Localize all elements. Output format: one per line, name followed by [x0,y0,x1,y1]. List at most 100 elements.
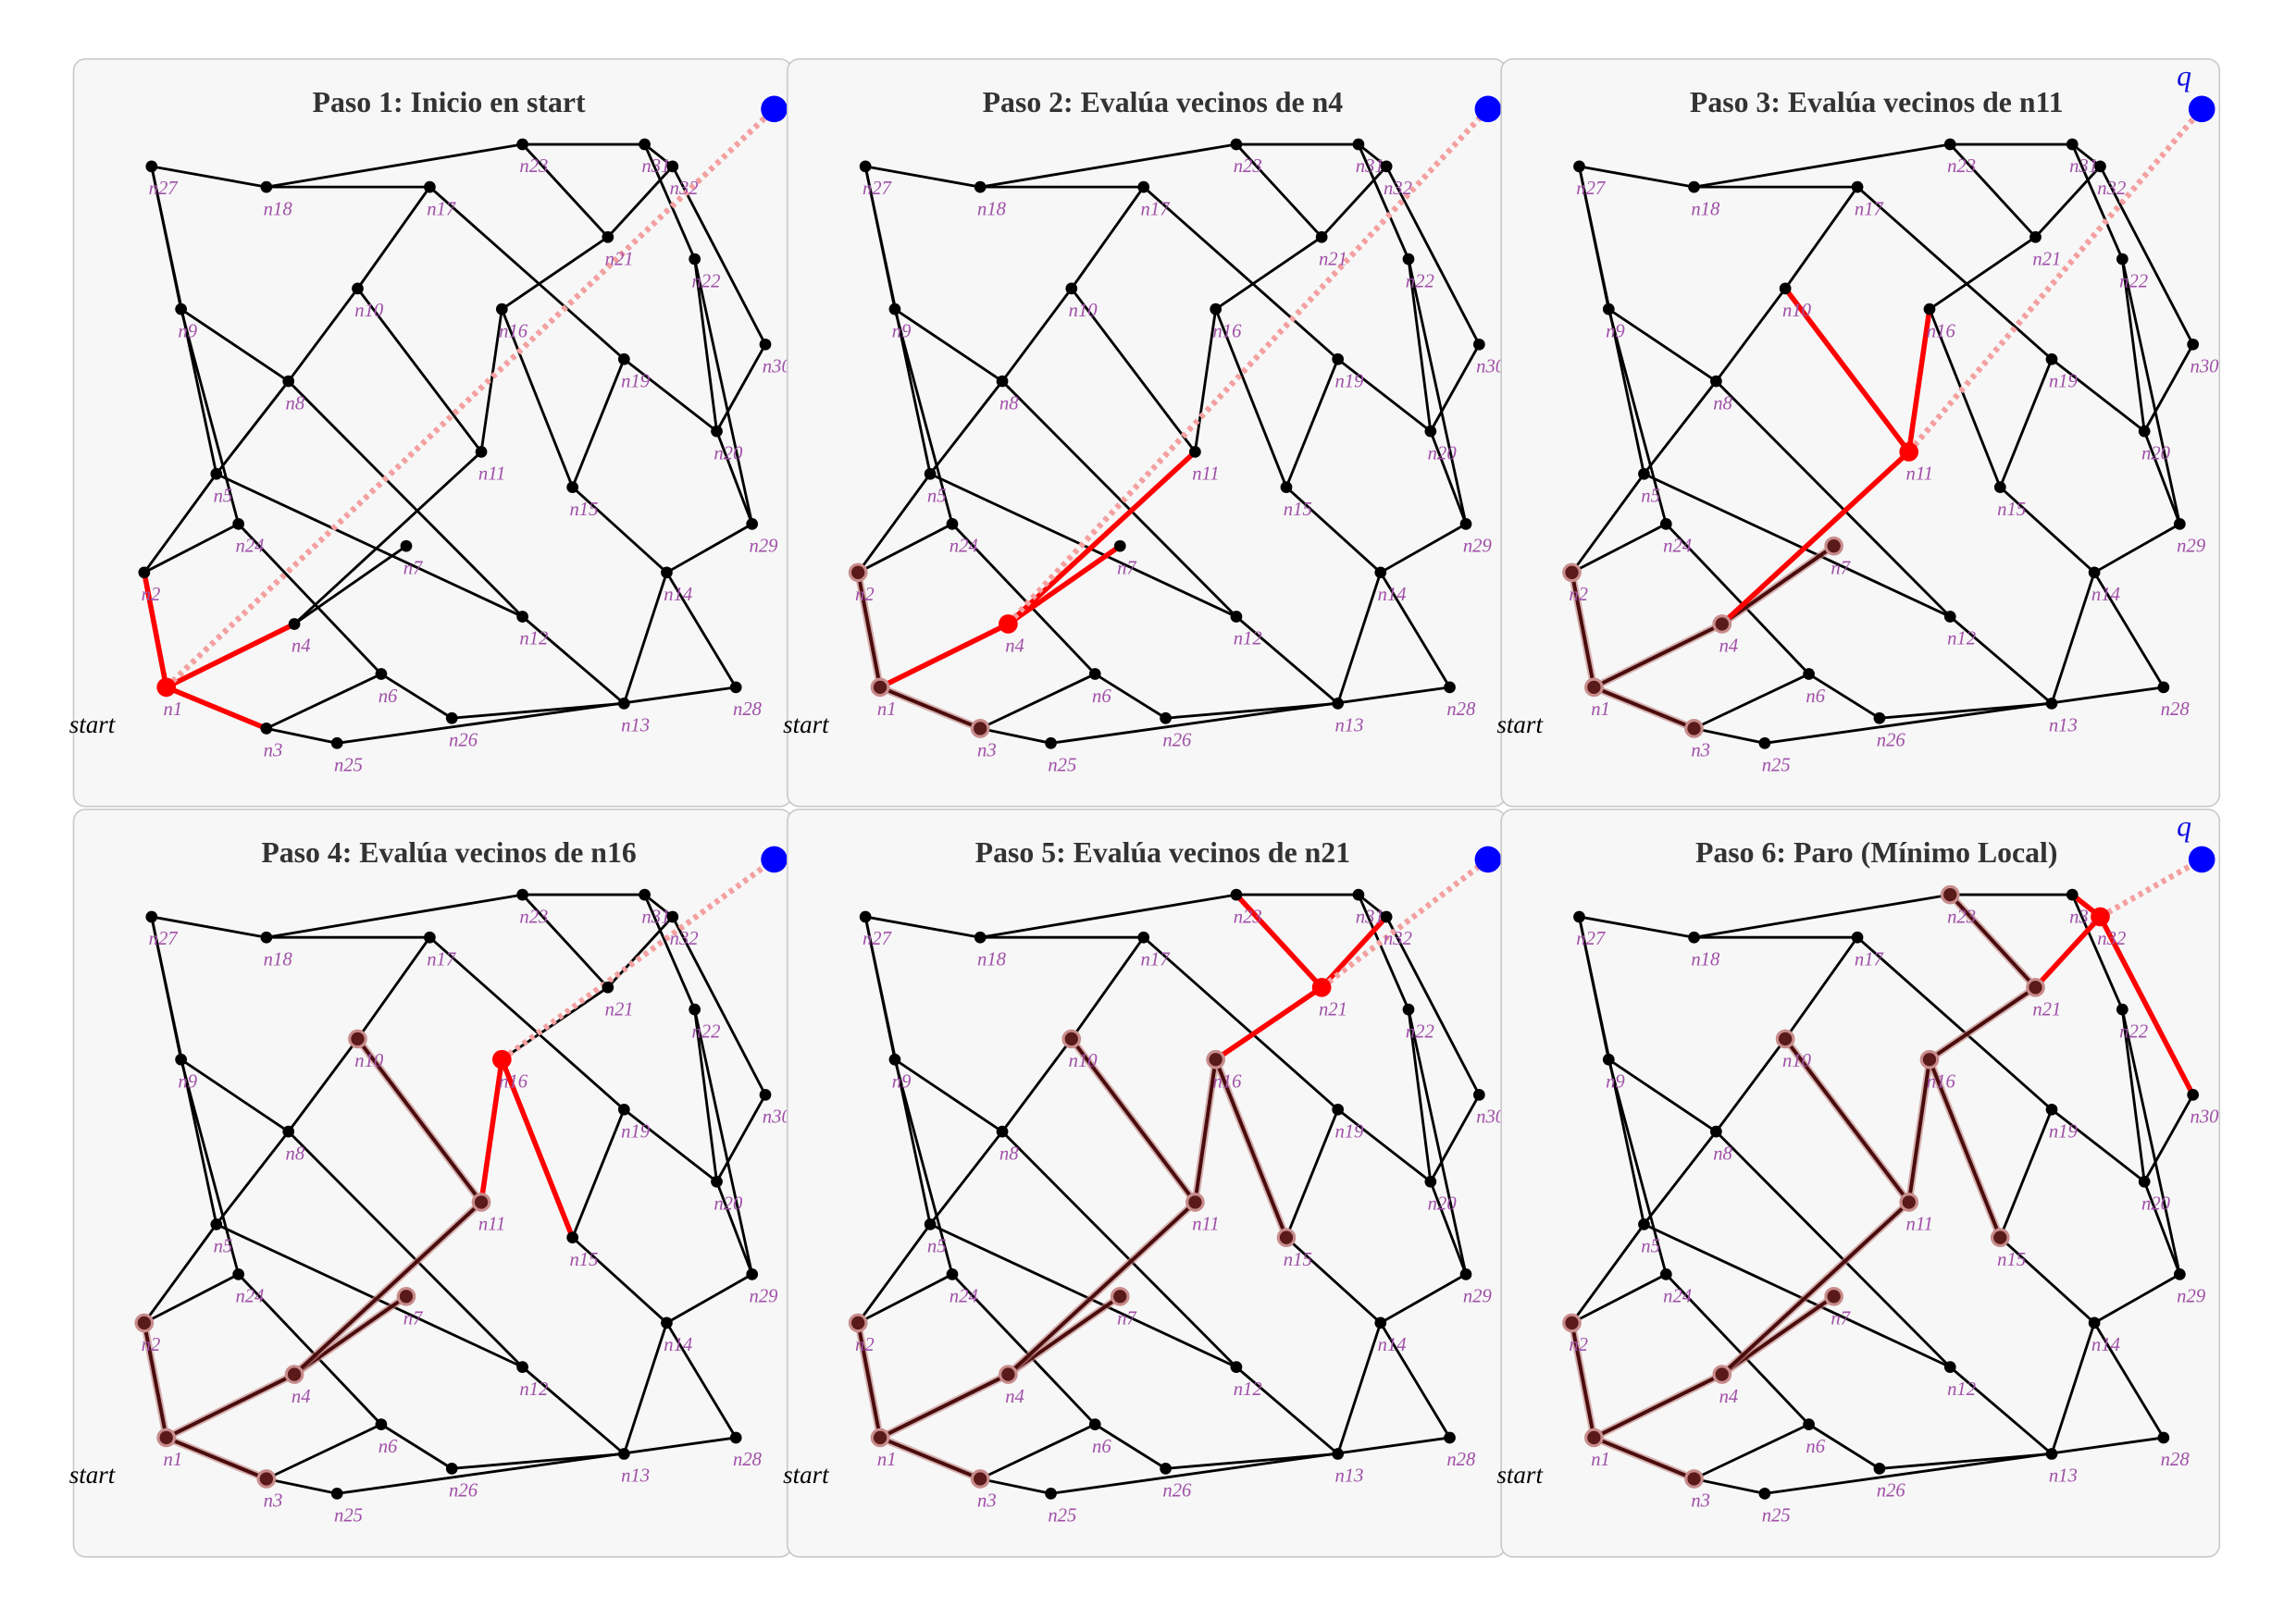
edge [1165,1452,1338,1470]
active-edge [1006,543,1122,626]
edge [1094,673,1167,720]
node [2138,1175,2151,1188]
visited-node [1684,719,1704,738]
edge [1285,1236,1382,1324]
edge [293,545,407,625]
node [232,1268,245,1280]
node-label: n32 [670,929,699,949]
edge [356,936,431,1040]
edge [1336,358,1432,433]
active-edge [2033,915,2103,990]
node-label: n22 [2119,271,2148,291]
node [2157,681,2170,694]
edge [857,523,953,575]
node-label: n26 [1877,1481,1906,1502]
edge [2070,894,2124,1010]
edge [501,236,609,311]
node [2045,697,2058,710]
edge [1807,1423,1880,1470]
visited-node [970,719,990,738]
node-label: n13 [2049,1466,2078,1487]
node-label: n32 [1384,179,1412,199]
edge [1358,142,1388,167]
active-edge [142,572,169,688]
active-edge [1320,915,1389,990]
goal-node [1474,95,1502,123]
edge [1643,1223,1951,1368]
node-label: n30 [2190,1107,2219,1128]
visited-node [1990,1228,2010,1248]
node-label: n6 [1092,1437,1111,1457]
goal-node [761,95,788,123]
edge [606,165,674,239]
edge [1879,1452,2053,1470]
edge [1879,701,2053,720]
node-label: n10 [354,301,384,321]
node [2066,138,2079,151]
node [1873,711,1886,724]
node [1230,138,1243,151]
edge [428,936,626,1111]
edge [2093,523,2181,575]
node [1137,180,1150,193]
visited-edge [1570,572,1596,688]
node-label: n31 [2069,156,2098,177]
node [1459,517,1472,530]
edge [693,258,718,432]
node-label: n27 [1576,929,1607,949]
node [1230,888,1243,901]
edge [266,142,523,189]
node [888,1053,901,1066]
visited-node [870,1428,890,1448]
edge [715,343,767,432]
node-label: n30 [1476,1107,1506,1128]
node-label: n17 [427,199,457,219]
node [1088,668,1101,680]
node-label: n4 [292,637,311,657]
visited-node [256,1469,277,1489]
node-label: n24 [235,537,264,557]
node-label: n12 [1234,1379,1262,1400]
heuristic-line [164,106,776,690]
node-label: n21 [1319,249,1347,269]
node [661,566,673,579]
node [729,1431,742,1444]
node [2173,517,2186,530]
node-label: n25 [334,756,363,776]
node [232,517,245,530]
node [711,1175,723,1188]
edge [1764,686,2165,745]
node-label: n32 [2097,179,2126,199]
node-label: n28 [1446,699,1476,720]
edge [1607,308,1668,525]
visited-edge [1213,1058,1288,1239]
node [175,1053,187,1066]
edge [380,1423,453,1470]
edge [521,615,626,705]
node [1873,1462,1886,1475]
start-label: start [783,711,830,738]
panel-background [1500,809,2221,1558]
current-node [1899,442,1919,462]
node-label: n8 [286,393,305,414]
edge [571,1108,626,1239]
node-label: n16 [1927,1071,1956,1092]
edge [1407,258,1433,432]
node [1923,303,1936,315]
active-edge [2098,915,2196,1096]
node-label: n12 [519,1379,548,1400]
node-label: n7 [1117,1308,1137,1329]
node-label: n31 [2069,907,2098,927]
node-label: n25 [1048,756,1076,776]
node-label: n5 [927,486,947,506]
node-label: n19 [621,371,650,391]
node-label: n2 [142,585,161,605]
edge [2092,1322,2166,1439]
edge [623,358,718,433]
node-label: n5 [214,1237,233,1257]
edge [1856,936,2053,1111]
edge [1094,1423,1167,1470]
node-label: n14 [1378,1335,1407,1355]
visited-edge [292,1201,483,1377]
node [2029,230,2042,243]
